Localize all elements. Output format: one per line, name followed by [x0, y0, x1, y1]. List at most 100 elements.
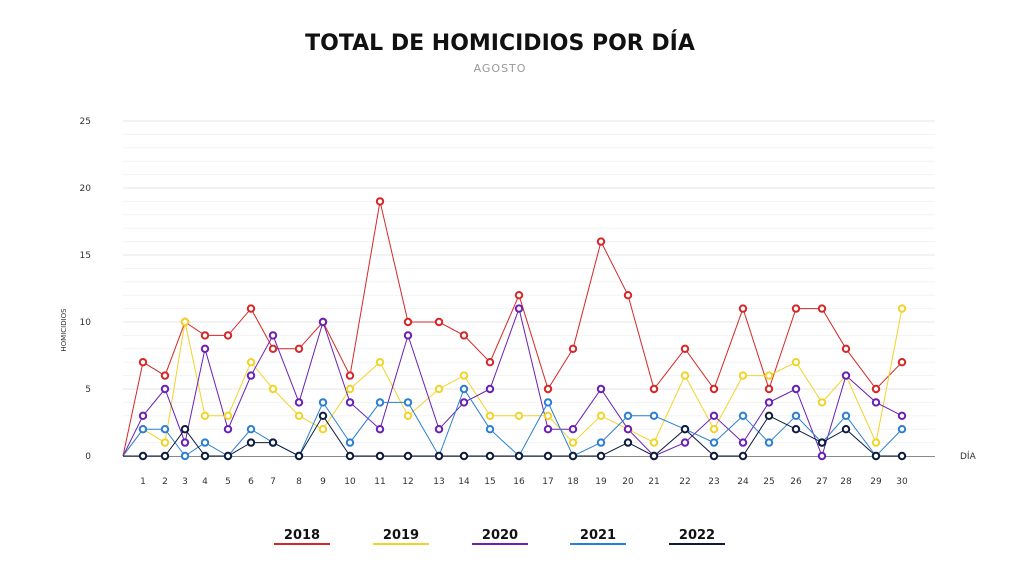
point-2021-day-15 — [485, 425, 495, 434]
point-2020-day-23 — [709, 411, 719, 420]
point-2018-day-8 — [294, 344, 304, 353]
x-tick-label: 29 — [870, 477, 882, 487]
point-2022-day-5 — [223, 451, 233, 461]
point-2020-day-6 — [246, 371, 256, 380]
series-line-2019 — [122, 308, 903, 457]
point-2019-day-30 — [897, 304, 907, 313]
point-2019-day-11 — [375, 358, 385, 367]
point-2018-day-21 — [649, 384, 659, 394]
y-axis-ticks: 0 5 10 15 20 25 — [80, 117, 92, 462]
point-2021-day-11 — [375, 398, 385, 407]
point-2020-day-25 — [764, 398, 774, 407]
y-tick-label: 10 — [80, 318, 92, 328]
point-2021-day-14 — [459, 384, 469, 394]
point-2019-day-4 — [200, 411, 210, 420]
point-2021-day-9 — [318, 398, 328, 407]
point-2021-day-6 — [246, 425, 256, 434]
point-2021-day-25 — [764, 438, 774, 447]
point-2020-day-13 — [434, 425, 444, 434]
point-2022-day-3 — [180, 425, 190, 434]
point-2019-day-5 — [223, 411, 233, 420]
chart-subtitle: AGOSTO — [474, 62, 527, 75]
point-2021-day-28 — [841, 411, 851, 420]
x-tick-label: 4 — [202, 477, 208, 487]
point-2022-day-7 — [268, 438, 278, 447]
point-2022-day-10 — [345, 451, 355, 461]
point-2020-day-18 — [568, 425, 578, 434]
point-2020-day-4 — [200, 344, 210, 353]
point-2022-day-9 — [318, 411, 328, 420]
x-tick-label: 6 — [248, 477, 254, 487]
point-2021-day-17 — [543, 398, 553, 407]
point-2018-day-12 — [403, 317, 413, 327]
point-2019-day-14 — [459, 371, 469, 380]
point-2019-day-15 — [485, 411, 495, 420]
point-2022-day-14 — [459, 451, 469, 461]
point-2019-day-22 — [680, 371, 690, 380]
point-2022-day-12 — [403, 451, 413, 461]
point-2019-day-26 — [791, 358, 801, 367]
point-2021-day-21 — [649, 411, 659, 420]
x-tick-label: 18 — [567, 477, 579, 487]
point-2019-day-16 — [514, 411, 524, 420]
point-2022-day-19 — [596, 451, 606, 461]
point-2018-day-1 — [138, 358, 148, 367]
point-2019-day-6 — [246, 358, 256, 367]
legend: 2018 2019 2020 2021 2022 — [274, 528, 725, 545]
x-tick-label: 13 — [433, 477, 444, 487]
point-2019-day-27 — [817, 398, 827, 407]
point-2022-day-18 — [568, 451, 578, 461]
point-2022-day-24 — [738, 451, 748, 461]
point-2019-day-3 — [180, 317, 190, 327]
point-2018-day-19 — [596, 237, 606, 246]
point-2020-day-27 — [817, 451, 827, 461]
point-2019-day-7 — [268, 384, 278, 394]
point-2020-day-22 — [680, 438, 690, 447]
x-tick-label: 22 — [679, 477, 690, 487]
legend-label-2020: 2020 — [482, 528, 518, 543]
point-2022-day-6 — [246, 438, 256, 447]
point-2019-day-13 — [434, 384, 444, 394]
chart-title: TOTAL DE HOMICIDIOS POR DÍA — [305, 30, 695, 56]
point-2020-day-15 — [485, 384, 495, 394]
x-tick-label: 25 — [763, 477, 774, 487]
point-2020-day-3 — [180, 438, 190, 447]
point-2022-day-20 — [623, 438, 633, 447]
point-2020-day-24 — [738, 438, 748, 447]
point-2020-day-30 — [897, 411, 907, 420]
point-2020-day-29 — [871, 398, 881, 407]
point-2019-day-29 — [871, 438, 881, 447]
point-2020-day-26 — [791, 384, 801, 394]
legend-label-2021: 2021 — [580, 528, 616, 543]
x-tick-label: 20 — [622, 477, 634, 487]
x-tick-label: 12 — [402, 477, 413, 487]
point-2020-day-8 — [294, 398, 304, 407]
y-tick-label: 15 — [80, 251, 91, 261]
point-2020-day-10 — [345, 398, 355, 407]
point-2018-day-5 — [223, 331, 233, 340]
point-2018-day-10 — [345, 371, 355, 380]
x-tick-label: 5 — [225, 477, 231, 487]
x-tick-label: 3 — [182, 477, 188, 487]
point-2022-day-16 — [514, 451, 524, 461]
x-tick-label: 19 — [595, 477, 607, 487]
point-2018-day-27 — [817, 304, 827, 313]
point-2021-day-10 — [345, 438, 355, 447]
x-tick-label: 9 — [320, 477, 326, 487]
point-2021-day-23 — [709, 438, 719, 447]
point-2020-day-5 — [223, 425, 233, 434]
point-2022-day-27 — [817, 438, 827, 447]
point-2022-day-13 — [434, 451, 444, 461]
point-2019-day-12 — [403, 411, 413, 420]
point-2022-day-25 — [764, 411, 774, 420]
y-tick-label: 20 — [80, 184, 92, 194]
point-2019-day-17 — [543, 411, 553, 420]
y-tick-label: 5 — [85, 385, 91, 395]
point-2022-day-4 — [200, 451, 210, 461]
point-2018-day-13 — [434, 317, 444, 327]
x-tick-label: 27 — [816, 477, 827, 487]
gridlines — [123, 120, 935, 444]
y-tick-label: 0 — [85, 452, 91, 462]
point-2022-day-17 — [543, 451, 553, 461]
